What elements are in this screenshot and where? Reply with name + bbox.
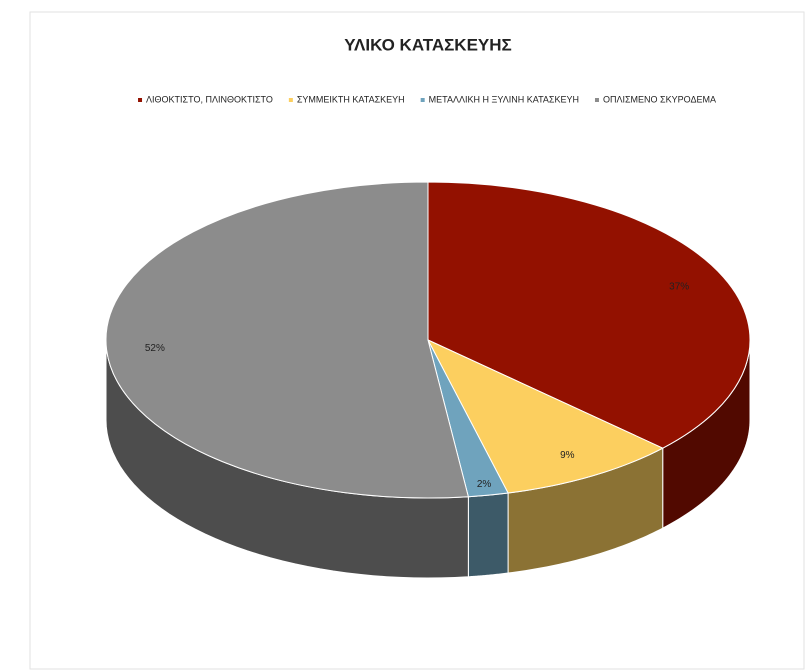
data-label: 2% xyxy=(477,479,492,490)
legend-label: ΣΥΜΜΕΙΚΤΗ ΚΑΤΑΣΚΕΥΗ xyxy=(297,94,405,104)
data-label: 37% xyxy=(669,281,689,292)
legend-label: ΛΙΘΟΚΤΙΣΤΟ, ΠΛΙΝΘΟΚΤΙΣΤΟ xyxy=(146,94,273,104)
slice-side xyxy=(467,492,509,578)
chart-title: ΥΛΙΚΟ ΚΑΤΑΣΚΕΥΗΣ xyxy=(344,35,511,54)
legend-label: ΜΕΤΑΛΛΙΚΗ Η ΞΥΛΙΝΗ ΚΑΤΑΣΚΕΥΗ xyxy=(429,94,579,104)
legend-marker xyxy=(138,98,143,102)
data-label: 9% xyxy=(560,450,575,461)
legend-label: ΟΠΛΙΣΜΕΝΟ ΣΚΥΡΟΔΕΜΑ xyxy=(603,94,716,104)
slice xyxy=(105,181,469,499)
slice xyxy=(427,181,751,449)
legend-marker xyxy=(594,98,599,102)
legend-marker xyxy=(288,98,293,102)
legend-marker xyxy=(420,98,425,102)
slice xyxy=(426,338,664,494)
data-label: 52% xyxy=(145,343,165,354)
